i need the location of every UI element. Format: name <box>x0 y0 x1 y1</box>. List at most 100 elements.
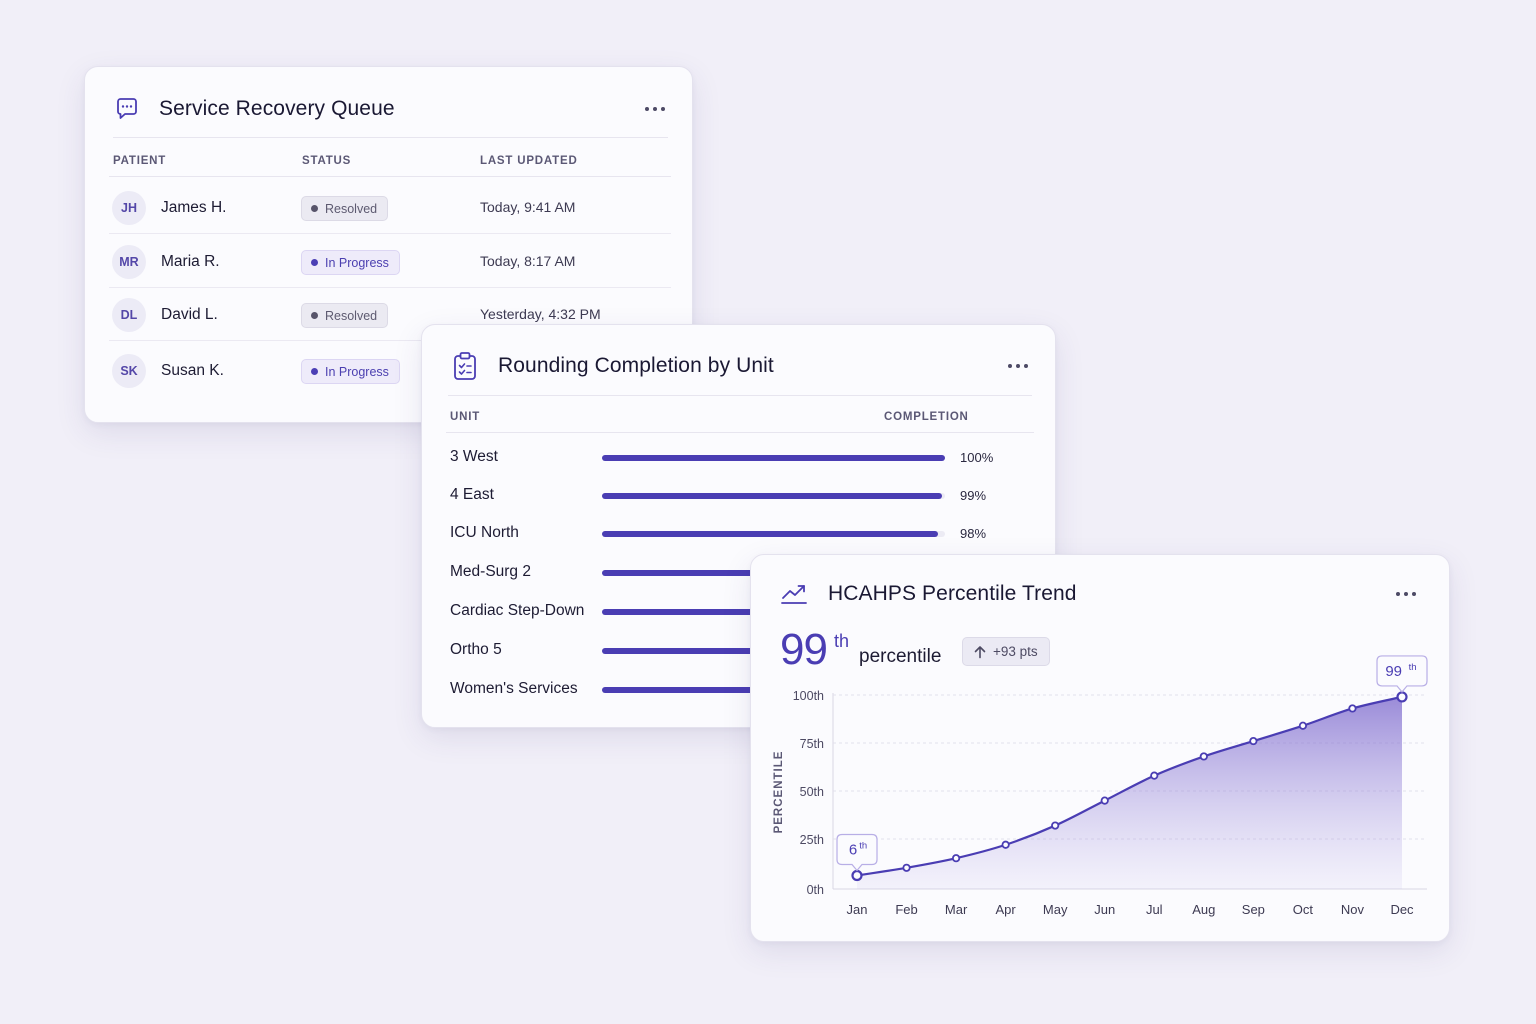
y-tick-label: 50th <box>800 785 824 799</box>
data-point <box>1199 752 1208 761</box>
completion-track <box>602 455 945 461</box>
status-label: Resolved <box>325 308 378 323</box>
data-point <box>1298 721 1308 730</box>
unit-name: 3 West <box>450 448 498 465</box>
row-divider <box>109 233 671 234</box>
y-tick-label: 100th <box>793 689 824 703</box>
annotation-callout <box>1376 655 1428 693</box>
chat-bubble-icon <box>113 95 141 123</box>
status-label: In Progress <box>325 364 389 379</box>
queue-more-button[interactable] <box>645 107 665 111</box>
unit-row: ICU North 98% <box>450 518 1030 548</box>
annotation-value: 6 <box>849 841 857 858</box>
annotation-suffix: th <box>859 840 867 851</box>
percentile-trend-chart: 0th 25th 50th 75th 100th PERCENTILE Jan Feb Mar A… <box>773 655 1428 917</box>
data-point <box>1100 796 1109 805</box>
trend-header: HCAHPS Percentile Trend <box>779 579 1077 609</box>
data-point <box>1348 704 1357 713</box>
queue-header: Service Recovery Queue <box>113 95 395 123</box>
service-recovery-queue-card: Service Recovery Queue PATIENT STATUS LA… <box>84 66 693 423</box>
hcahps-trend-card: HCAHPS Percentile Trend 99 th percentile… <box>750 554 1450 942</box>
unit-name: 4 East <box>450 486 494 503</box>
headline-suffix: th <box>834 631 850 651</box>
status-dot <box>311 259 318 266</box>
column-unit: UNIT <box>450 411 481 423</box>
arrow-up-icon <box>973 645 987 659</box>
avatar: MR <box>112 245 146 279</box>
last-updated: Today, 8:17 AM <box>480 253 576 269</box>
unit-name: Women's Services <box>450 680 578 697</box>
x-tick-label: Jan <box>847 902 868 917</box>
unit-name: ICU North <box>450 524 519 541</box>
unit-name: Cardiac Step-Down <box>450 602 585 619</box>
table-row[interactable]: MR Maria R. In Progress Today, 8:17 AM <box>109 236 671 288</box>
trend-more-button[interactable] <box>1396 592 1416 596</box>
row-divider <box>109 287 671 288</box>
headline-value: 99 <box>780 625 828 674</box>
last-updated: Yesterday, 4:32 PM <box>480 306 601 322</box>
status-dot <box>311 312 318 319</box>
status-badge: In Progress <box>301 359 400 384</box>
data-point <box>1150 771 1159 780</box>
completion-value: 100% <box>960 450 994 465</box>
y-tick-label: 75th <box>800 737 824 751</box>
x-tick-label: Mar <box>945 902 968 917</box>
clipboard-check-icon <box>452 351 478 381</box>
status-badge: Resolved <box>301 196 389 221</box>
avatar: DL <box>112 298 146 332</box>
table-row[interactable]: SK Susan K. In Progress <box>109 345 671 397</box>
completion-bar <box>602 531 939 537</box>
rounding-more-button[interactable] <box>1008 364 1028 368</box>
delta-badge: +93 pts <box>962 637 1050 666</box>
x-tick-label: Jul <box>1146 902 1163 917</box>
patient-name: James H. <box>161 199 227 216</box>
table-row[interactable]: JH James H. Resolved Today, 9:41 AM <box>109 182 671 234</box>
completion-track <box>602 531 945 537</box>
y-axis-label: PERCENTILE <box>773 751 785 834</box>
status-badge: Resolved <box>301 303 389 328</box>
queue-header-divider <box>113 137 668 138</box>
rounding-title: Rounding Completion by Unit <box>498 354 774 377</box>
data-point <box>851 869 863 882</box>
completion-value: 99% <box>960 488 987 503</box>
data-point <box>951 854 961 863</box>
unit-row: 3 West 100% <box>450 442 1030 472</box>
column-status: STATUS <box>302 155 352 167</box>
column-completion: COMPLETION <box>884 411 969 423</box>
annotation-suffix: th <box>1409 662 1417 673</box>
delta-value: +93 pts <box>993 644 1038 659</box>
queue-column-divider <box>109 176 671 177</box>
queue-title: Service Recovery Queue <box>159 97 395 120</box>
series-area <box>857 696 1402 889</box>
rounding-header: Rounding Completion by Unit <box>452 351 774 381</box>
avatar: JH <box>112 191 146 225</box>
data-point <box>1396 691 1408 703</box>
x-tick-label: Oct <box>1293 902 1314 917</box>
annotation-callout <box>836 833 878 872</box>
completion-bar <box>602 455 945 461</box>
x-tick-label: May <box>1043 902 1068 917</box>
x-tick-label: Aug <box>1192 902 1215 917</box>
status-dot <box>311 205 318 212</box>
annotation-value: 99 <box>1385 663 1402 680</box>
table-row[interactable]: DL David L. Resolved Yesterday, 4:32 PM <box>109 289 671 341</box>
data-point <box>1249 736 1258 746</box>
x-tick-label: Jun <box>1094 902 1115 917</box>
x-tick-label: Dec <box>1390 902 1414 917</box>
last-updated: Today, 9:41 AM <box>480 199 576 215</box>
column-last-updated: LAST UPDATED <box>480 155 578 167</box>
data-point <box>1051 821 1060 830</box>
data-point <box>902 863 911 872</box>
headline-word: percentile <box>859 646 942 667</box>
rounding-header-divider <box>448 395 1032 396</box>
y-tick-label: 0th <box>807 883 824 897</box>
completion-track <box>602 493 945 499</box>
series-line <box>856 695 1403 877</box>
x-tick-label: Sep <box>1242 902 1265 917</box>
status-dot <box>311 368 318 375</box>
x-tick-label: Nov <box>1341 902 1365 917</box>
status-label: Resolved <box>325 201 378 216</box>
unit-name: Med-Surg 2 <box>450 563 531 580</box>
y-tick-label: 25th <box>800 833 824 847</box>
trend-up-icon <box>779 579 809 609</box>
